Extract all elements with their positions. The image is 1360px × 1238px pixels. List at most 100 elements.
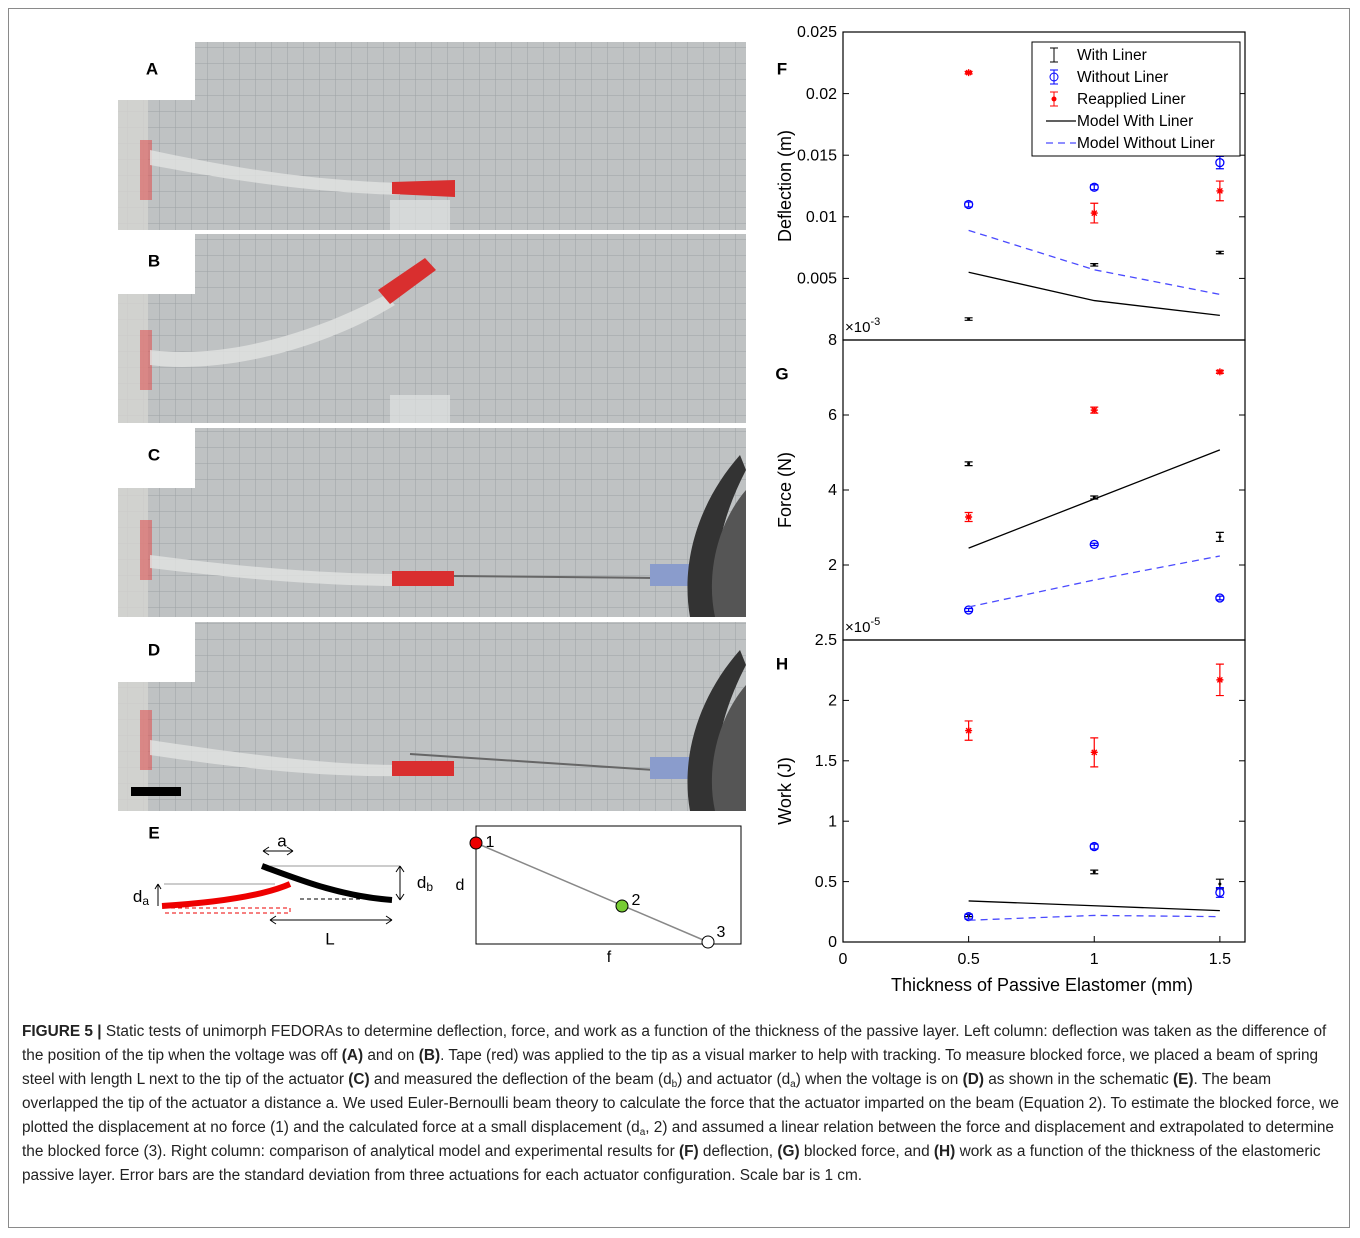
caption-bold: (F)	[678, 1143, 699, 1160]
legend-label: Reapplied Liner	[1077, 91, 1186, 108]
x-axis-label: Thickness of Passive Elastomer (mm)	[891, 975, 1193, 995]
y-axis-label: Work (J)	[775, 757, 795, 825]
legend-swatch	[1050, 69, 1058, 85]
caption-bold: (G)	[777, 1143, 800, 1160]
marker	[1216, 187, 1224, 195]
diagram-point-label: 1	[486, 834, 495, 851]
marker	[1089, 182, 1099, 192]
model-line	[968, 449, 1221, 549]
caption-text: ) when the voltage is on	[795, 1071, 963, 1088]
marker	[965, 69, 973, 77]
caption-bold: (E)	[1173, 1071, 1194, 1088]
caption-bold: (D)	[962, 1071, 984, 1088]
marker	[963, 199, 974, 210]
marker	[1090, 406, 1098, 414]
diagram-point-label: 2	[632, 892, 641, 909]
caption-text: and on	[363, 1047, 419, 1064]
scale-bar	[131, 787, 181, 796]
marker	[1215, 157, 1225, 168]
marker	[1215, 593, 1225, 603]
caption-text: blocked force, and	[799, 1143, 934, 1160]
caption-text: as shown in the schematic	[983, 1071, 1174, 1088]
marker	[1092, 263, 1096, 267]
panel-label: E	[148, 823, 159, 842]
legend-label: Model With Liner	[1077, 113, 1193, 130]
legend-swatch	[1049, 72, 1059, 82]
panel-label: D	[148, 640, 160, 659]
schematic-label: d	[417, 873, 426, 892]
caption-text: , 2) and assumed a linear relation betwe…	[22, 1119, 1334, 1160]
panel-label: C	[148, 445, 160, 464]
force-diagram: 1 2 3 f d	[456, 825, 742, 966]
caption-text: ) and actuator (d	[677, 1071, 791, 1088]
model-line	[968, 229, 1221, 296]
error-bar	[1090, 184, 1099, 191]
schematic: a d a db L	[133, 831, 433, 948]
y-tick-label: 0.015	[797, 147, 837, 164]
panel-label: A	[146, 59, 158, 78]
schematic-label: b	[426, 880, 433, 894]
error-bar	[1215, 595, 1224, 601]
error-bar	[1090, 843, 1099, 850]
model-line	[968, 555, 1220, 608]
caption-text: deflection,	[698, 1143, 778, 1160]
axes-box	[842, 339, 1246, 641]
axis-multiplier: ×10-5	[845, 616, 880, 636]
marker	[1216, 368, 1224, 376]
y-tick-label: 1.5	[815, 753, 837, 770]
legend-label: Without Liner	[1077, 69, 1168, 86]
model-line	[968, 914, 1220, 921]
multiplier-base: ×10	[845, 319, 870, 336]
caption-sub: a	[790, 1079, 796, 1090]
photo-a	[118, 42, 746, 230]
marker	[967, 462, 971, 466]
legend-box	[1031, 41, 1241, 157]
caption-bold: (C)	[348, 1071, 370, 1088]
figure: A B C D E a da db L 1 2 3 f d 0.0050.010…	[118, 24, 1246, 995]
marker	[963, 911, 974, 922]
y-tick-label: 2.5	[815, 632, 837, 649]
schematic-label: L	[325, 929, 334, 948]
legend-label: With Liner	[1077, 47, 1147, 64]
x-tick-label: 1.5	[1209, 951, 1231, 968]
schematic-label: a	[142, 894, 149, 908]
y-tick-label: 1	[828, 813, 837, 830]
photo-c	[118, 428, 746, 617]
y-tick-label: 0.01	[806, 209, 837, 226]
error-bar	[964, 607, 973, 613]
marker	[967, 317, 971, 321]
marker	[963, 605, 974, 615]
caption-bold: (A)	[341, 1047, 364, 1064]
error-bar	[1215, 887, 1224, 898]
marker	[1090, 209, 1098, 217]
photo-d	[118, 622, 746, 811]
x-tick-label: 1	[1090, 951, 1099, 968]
marker	[1090, 748, 1098, 756]
model-line	[968, 900, 1220, 912]
y-tick-label: 0.025	[797, 24, 837, 41]
legend-swatch	[1051, 96, 1057, 102]
caption-sub: a	[639, 1127, 646, 1138]
y-tick-label: 6	[828, 407, 837, 424]
diagram-y-label: d	[456, 877, 465, 894]
panel-label: G	[775, 364, 788, 383]
legend-label: Model Without Liner	[1077, 135, 1215, 152]
legend-swatch	[1050, 47, 1058, 63]
y-tick-label: 0	[828, 934, 837, 951]
error-bar	[1090, 542, 1099, 547]
y-tick-label: 8	[828, 332, 837, 349]
panel-label: B	[148, 251, 160, 270]
y-tick-label: 0.02	[806, 86, 837, 103]
caption-text: . The beam overlapped the tip of the act…	[22, 1071, 1339, 1136]
caption-bold: (H)	[933, 1143, 956, 1160]
multiplier-exponent: -5	[870, 616, 880, 628]
marker	[965, 513, 973, 521]
marker	[1218, 251, 1222, 255]
caption-bold: FIGURE 5 |	[22, 1023, 102, 1040]
caption-bold: (B)	[418, 1047, 441, 1064]
photo-b	[118, 234, 746, 423]
schematic-label: a	[277, 831, 287, 850]
caption-sub: b	[671, 1079, 678, 1090]
schematic-label: db	[417, 873, 433, 894]
